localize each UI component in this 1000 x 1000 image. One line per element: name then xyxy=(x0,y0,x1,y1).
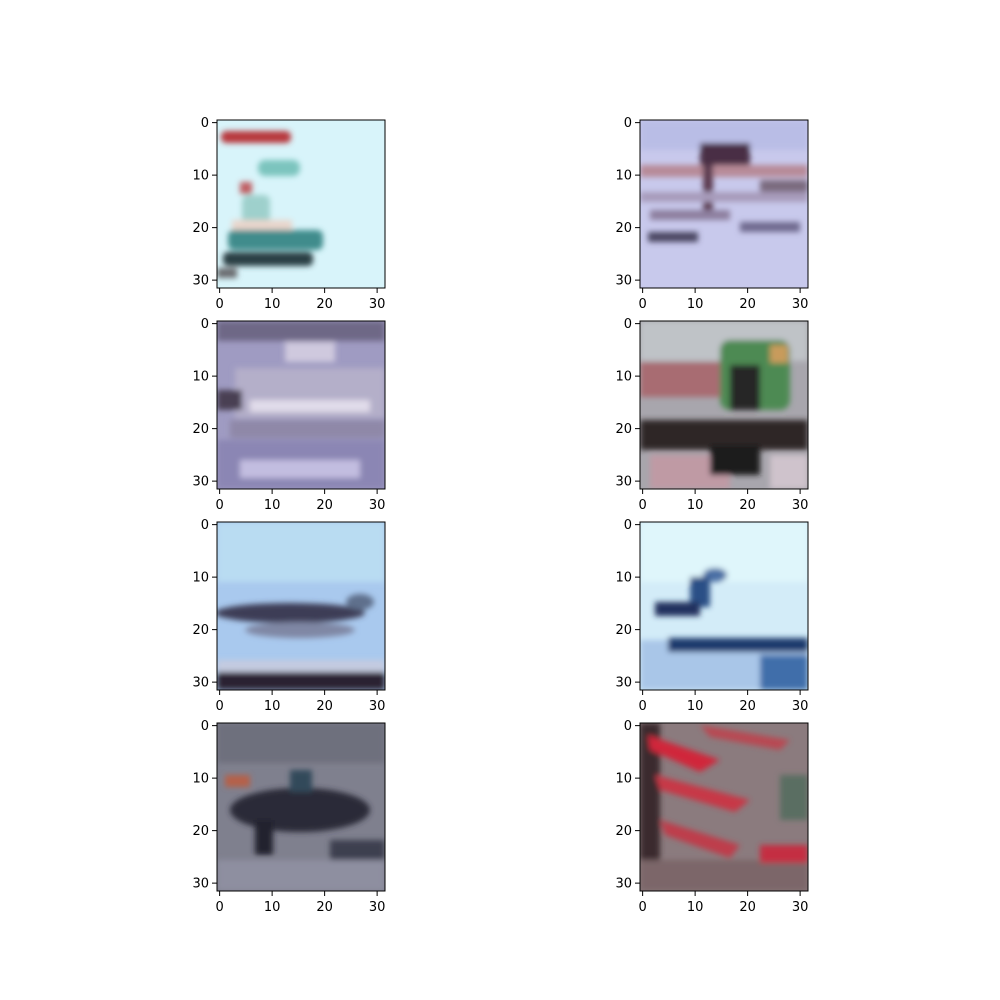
image-panel-r1c2 xyxy=(640,120,808,288)
x-tick-label: 30 xyxy=(792,297,809,312)
x-tick-label: 0 xyxy=(638,699,646,714)
y-tick-label: 10 xyxy=(615,571,632,586)
x-tick-label: 10 xyxy=(264,498,281,513)
x-tick-label: 10 xyxy=(264,900,281,915)
y-tick-label: 0 xyxy=(624,317,632,332)
axes-frame xyxy=(639,722,809,892)
y-tick-label: 10 xyxy=(192,772,209,787)
y-tick-label: 30 xyxy=(192,877,209,892)
x-tick-label: 0 xyxy=(215,498,223,513)
x-tick-label: 30 xyxy=(792,699,809,714)
image-panel-r2c2 xyxy=(640,321,808,489)
y-tick-label: 30 xyxy=(615,676,632,691)
axes-frame xyxy=(216,320,386,490)
y-tick-label: 20 xyxy=(192,824,209,839)
x-tick-label: 20 xyxy=(316,900,333,915)
x-tick-label: 30 xyxy=(792,900,809,915)
y-tick-label: 10 xyxy=(615,169,632,184)
axes-r4c2: 0 10 20 30 0 10 20 30 xyxy=(615,719,809,915)
image-panel-r3c2 xyxy=(640,522,808,690)
y-tick-label: 20 xyxy=(615,422,632,437)
x-tick-label: 10 xyxy=(687,900,704,915)
x-tick-label: 30 xyxy=(369,498,386,513)
x-tick-label: 0 xyxy=(215,900,223,915)
y-tick-label: 30 xyxy=(615,475,632,490)
axes-frame xyxy=(639,521,809,691)
x-tick-label: 20 xyxy=(739,498,756,513)
x-tick-label: 0 xyxy=(215,699,223,714)
y-tick-label: 30 xyxy=(615,877,632,892)
axes-r2c1: 0 10 20 30 0 10 20 30 xyxy=(192,317,386,513)
x-tick-label: 0 xyxy=(215,297,223,312)
y-tick-label: 20 xyxy=(615,824,632,839)
axes-frame xyxy=(216,521,386,691)
y-tick-label: 20 xyxy=(192,623,209,638)
y-tick-label: 10 xyxy=(192,169,209,184)
x-tick-label: 30 xyxy=(369,297,386,312)
axes-frame xyxy=(216,722,386,892)
x-tick-label: 20 xyxy=(739,900,756,915)
y-tick-label: 30 xyxy=(192,475,209,490)
x-tick-label: 20 xyxy=(739,699,756,714)
image-panel-r4c2 xyxy=(640,723,808,891)
y-tick-label: 0 xyxy=(624,116,632,131)
y-tick-label: 0 xyxy=(201,116,209,131)
x-tick-label: 10 xyxy=(687,699,704,714)
axes-r3c1: 0 10 20 30 0 10 20 30 xyxy=(192,518,386,714)
y-tick-label: 0 xyxy=(201,317,209,332)
y-tick-label: 20 xyxy=(615,221,632,236)
y-tick-label: 0 xyxy=(624,719,632,734)
axes-r2c2: 0 10 20 30 0 10 20 30 xyxy=(615,317,809,513)
x-tick-label: 0 xyxy=(638,900,646,915)
x-tick-label: 10 xyxy=(264,297,281,312)
image-panel-r4c1 xyxy=(217,723,385,891)
axes-layer: 0 10 20 30 0 10 20 30 0 10 20 30 0 10 20 30 0 10 20 30 0 10 20… xyxy=(192,116,809,915)
y-tick-label: 10 xyxy=(615,772,632,787)
image-panel-r3c1 xyxy=(217,522,385,690)
axes-frame xyxy=(216,119,386,289)
x-tick-label: 20 xyxy=(316,498,333,513)
y-tick-label: 0 xyxy=(201,518,209,533)
y-tick-label: 10 xyxy=(615,370,632,385)
x-tick-label: 10 xyxy=(264,699,281,714)
y-tick-label: 10 xyxy=(192,571,209,586)
y-tick-label: 20 xyxy=(192,422,209,437)
x-tick-label: 10 xyxy=(687,297,704,312)
x-tick-label: 20 xyxy=(316,297,333,312)
x-tick-label: 30 xyxy=(369,699,386,714)
image-panel-r2c1 xyxy=(217,321,385,489)
y-tick-label: 20 xyxy=(192,221,209,236)
y-tick-label: 20 xyxy=(615,623,632,638)
axes-r3c2: 0 10 20 30 0 10 20 30 xyxy=(615,518,809,714)
y-tick-label: 0 xyxy=(624,518,632,533)
x-tick-label: 20 xyxy=(316,699,333,714)
y-tick-label: 0 xyxy=(201,719,209,734)
x-tick-label: 0 xyxy=(638,498,646,513)
x-tick-label: 30 xyxy=(792,498,809,513)
axes-r1c1: 0 10 20 30 0 10 20 30 xyxy=(192,116,386,312)
axes-frame xyxy=(639,119,809,289)
y-tick-label: 30 xyxy=(192,274,209,289)
y-tick-label: 30 xyxy=(192,676,209,691)
axes-r1c2: 0 10 20 30 0 10 20 30 xyxy=(615,116,809,312)
axes-r4c1: 0 10 20 30 0 10 20 30 xyxy=(192,719,386,915)
x-tick-label: 30 xyxy=(369,900,386,915)
image-panel-r1c1 xyxy=(217,120,385,288)
x-tick-label: 10 xyxy=(687,498,704,513)
y-tick-label: 10 xyxy=(192,370,209,385)
x-tick-label: 0 xyxy=(638,297,646,312)
y-tick-label: 30 xyxy=(615,274,632,289)
x-tick-label: 20 xyxy=(739,297,756,312)
axes-frame xyxy=(639,320,809,490)
